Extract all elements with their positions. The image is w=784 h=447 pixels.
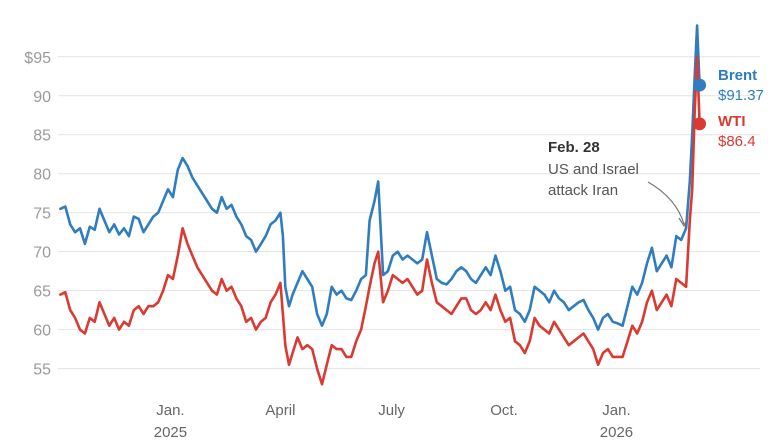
brent-end-marker [693,78,707,92]
y-axis-ticks: $95 90 85 80 75 70 65 60 55 [24,50,51,379]
y-tick-label: 85 [33,128,51,145]
x-tick-label: Jan. [602,402,630,419]
x-tick-label: April [265,402,295,419]
y-tick-label: 65 [33,284,51,301]
x-tick-label: Jan. [156,402,184,419]
annotation-title: Feb. 28 [548,139,600,156]
y-tick-label: 75 [33,206,51,223]
series-labels: Brent $91.37 WTI $86.4 [718,67,764,150]
y-tick-label: 55 [33,362,51,379]
x-axis-ticks: Jan. 2025 April July Oct. Jan. 2026 [154,402,633,441]
annotation-line-1: US and Israel [548,161,639,178]
wti-end-marker [693,117,707,131]
wti-line [59,55,701,386]
x-tick-year-label: 2026 [600,424,633,441]
brent-label-name: Brent [718,67,757,84]
y-tick-label: 80 [33,167,51,184]
x-tick-label: July [378,402,405,419]
y-tick-label: 60 [33,323,51,340]
event-annotation: Feb. 28 US and Israel attack Iran [548,139,689,228]
wti-label-value: $86.4 [718,133,756,150]
brent-line [59,24,701,331]
series-end-markers [693,78,707,131]
wti-label-name: WTI [718,113,746,130]
y-tick-label: 70 [33,245,51,262]
annotation-arrowhead [678,216,689,228]
gridlines [58,56,760,370]
y-tick-label: $95 [24,50,51,67]
brent-label-value: $91.37 [718,87,764,104]
x-tick-year-label: 2025 [154,424,187,441]
annotation-arrow [647,181,685,225]
x-tick-label: Oct. [490,402,518,419]
series-lines [59,24,701,386]
annotation-line-2: attack Iran [548,182,618,199]
y-tick-label: 90 [33,89,51,106]
